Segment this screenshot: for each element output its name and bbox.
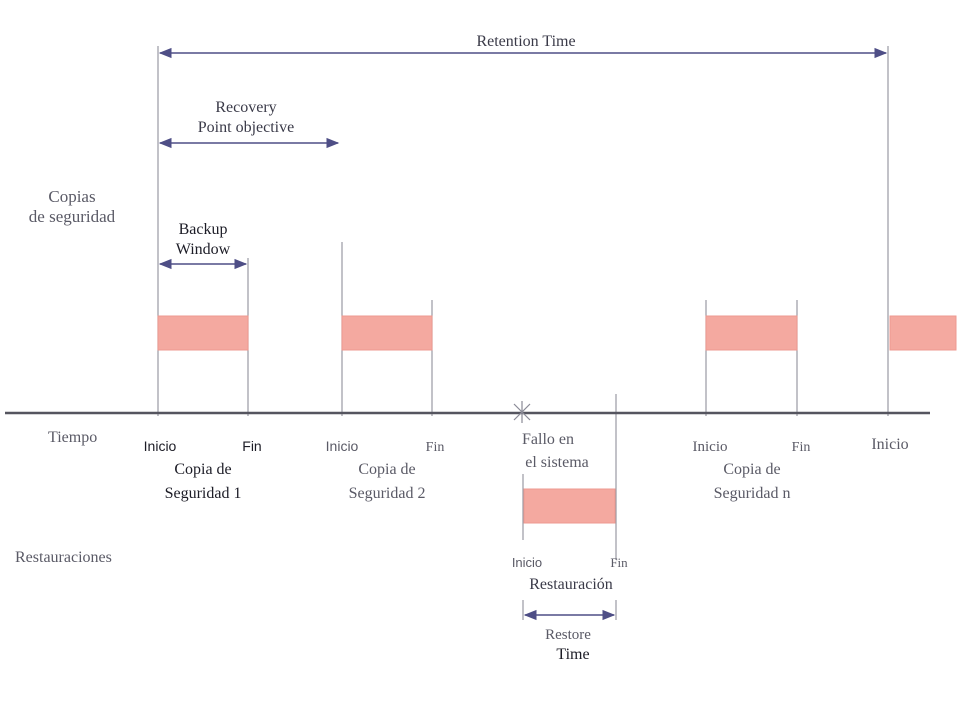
restore-fin-label: Fin: [610, 555, 628, 570]
backupn-seguridad-label: Seguridad n: [714, 485, 791, 502]
failure-marker-icon: [513, 401, 531, 423]
backup1-copia-de-label: Copia de: [174, 461, 231, 478]
rpo-label-line2: Point objective: [198, 119, 294, 136]
fallo-label-line2: el sistema: [525, 454, 589, 471]
restore-time-label-line1: Restore: [545, 627, 591, 643]
copias-label-line1: Copias: [48, 187, 95, 206]
backup1-seguridad-label: Seguridad 1: [165, 485, 242, 502]
backup2-seguridad-label: Seguridad 2: [349, 485, 426, 502]
backup2-copia-de-label: Copia de: [358, 461, 415, 478]
backupn-fin-label: Fin: [792, 440, 811, 455]
restore-inicio-label: Inicio: [512, 555, 542, 570]
backup2-inicio-label: Inicio: [326, 438, 359, 454]
backup-bar-n: [705, 315, 798, 351]
backup-bar-2: [341, 315, 433, 351]
guide-lines: [157, 46, 889, 620]
tiempo-label: Tiempo: [48, 429, 97, 446]
rpo-label-line1: Recovery: [215, 99, 276, 116]
restore-bar: [523, 488, 616, 524]
retention-time-label: Retention Time: [476, 33, 575, 50]
backupn-copia-de-label: Copia de: [723, 461, 780, 478]
backupn-inicio-label: Inicio: [693, 439, 728, 455]
backup1-fin-label: Fin: [242, 438, 261, 454]
copias-label-line2: de seguridad: [29, 207, 116, 226]
backup-window-label-line1: Backup: [179, 221, 228, 238]
backup-bar-next: [889, 315, 957, 351]
backup2-fin-label: Fin: [426, 440, 445, 455]
backup1-inicio-label: Inicio: [144, 438, 177, 454]
backup-bar-1: [157, 315, 249, 351]
restore-time-label-line2: Time: [556, 646, 589, 663]
restauraciones-label: Restauraciones: [15, 549, 112, 566]
backup-window-label-line2: Window: [176, 241, 231, 258]
fallo-label-line1: Fallo en: [522, 431, 574, 448]
restauracion-label: Restauración: [529, 576, 613, 593]
next-backup-inicio-label: Inicio: [871, 436, 908, 453]
